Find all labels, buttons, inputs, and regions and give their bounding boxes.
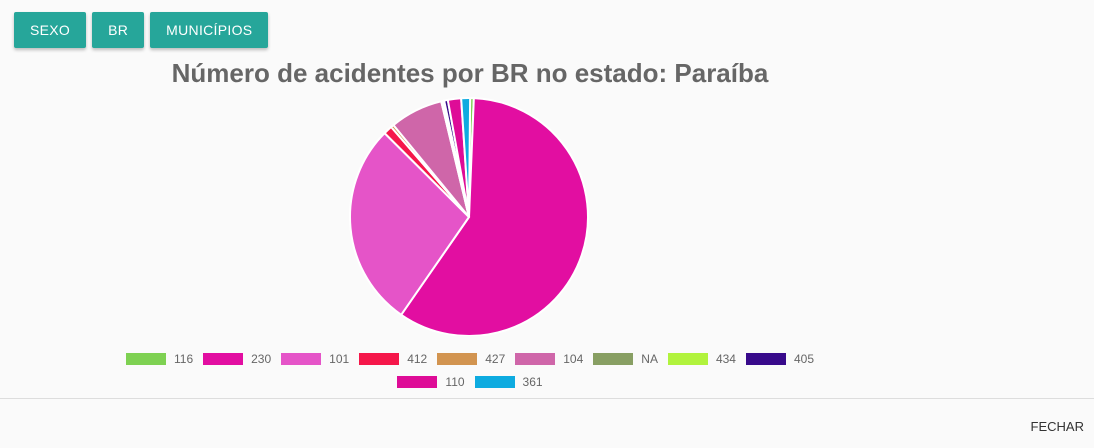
pie-slice-230[interactable] (399, 97, 589, 336)
legend-swatch (515, 353, 556, 365)
pie-chart (349, 96, 589, 336)
legend-swatch (397, 376, 438, 388)
legend-label: 412 (407, 352, 428, 366)
legend-label: 116 (173, 352, 194, 366)
legend-item-412[interactable]: 412 (359, 352, 427, 366)
legend-label: 101 (329, 352, 350, 366)
legend-label: NA (641, 352, 658, 366)
legend-swatch (745, 353, 786, 365)
legend-label: 405 (793, 352, 815, 366)
pie-slice-361[interactable] (460, 97, 472, 218)
legend-item-110[interactable]: 110 (397, 375, 465, 389)
legend-swatch (593, 353, 634, 365)
legend-swatch (474, 376, 515, 388)
legend-swatch (667, 353, 708, 365)
legend-label: 110 (445, 375, 465, 389)
footer-divider (0, 398, 1094, 399)
legend-item-116[interactable]: 116 (125, 352, 194, 366)
legend-label: 427 (485, 352, 506, 366)
legend-label: 361 (522, 375, 543, 389)
legend-label: 230 (251, 352, 272, 366)
legend-label: 104 (563, 352, 584, 366)
tab-sexo[interactable]: SEXO (14, 12, 87, 48)
tab-municipios[interactable]: MUNICÍPIOS (150, 12, 269, 48)
chart-legend: 116 230 101 412 427 104 NA 434 405 (0, 352, 940, 366)
legend-item-434[interactable]: 434 (667, 352, 736, 366)
legend-item-427[interactable]: 427 (437, 352, 505, 366)
legend-item-101[interactable]: 101 (281, 352, 349, 366)
legend-swatch (281, 353, 322, 365)
chart-tabs: SEXO BR MUNICÍPIOS (14, 12, 269, 48)
legend-label: 434 (715, 352, 736, 366)
legend-item-104[interactable]: 104 (515, 352, 583, 366)
pie-slice-101[interactable] (349, 131, 471, 317)
close-button[interactable]: FECHAR (1025, 418, 1090, 435)
legend-swatch (203, 353, 244, 365)
legend-swatch (125, 353, 166, 365)
chart-title: Número de acidentes por BR no estado: Pa… (171, 58, 769, 88)
legend-item-405[interactable]: 405 (745, 352, 815, 366)
legend-swatch (437, 353, 478, 365)
legend-item-na[interactable]: NA (593, 352, 658, 366)
legend-item-230[interactable]: 230 (203, 352, 271, 366)
legend-swatch (359, 353, 400, 365)
tab-br[interactable]: BR (92, 12, 145, 48)
chart-legend-row-2: 110 361 (0, 375, 940, 389)
legend-item-361[interactable]: 361 (474, 375, 543, 389)
